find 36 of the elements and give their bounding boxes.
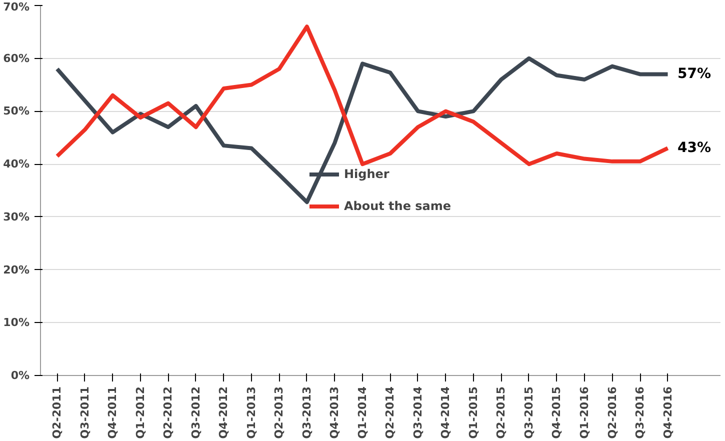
x-tick-label: Q2-2014 (384, 386, 397, 439)
y-tick-label: 30% (3, 210, 30, 224)
x-tick-label: Q3-2016 (634, 386, 647, 439)
legend-label: Higher (344, 167, 390, 181)
x-tick-label: Q3-2014 (411, 386, 424, 439)
x-tick-label: Q2-2011 (50, 386, 64, 439)
line-series (55, 24, 670, 166)
x-tick-label: Q4-2016 (661, 386, 674, 439)
x-tick-label: Q1-2015 (466, 386, 480, 439)
x-tick-label: Q4-2012 (217, 386, 230, 439)
x-tick-label: Q3-2011 (78, 386, 92, 439)
y-tick-label: 10% (3, 316, 30, 330)
x-tick-label: Q4-2014 (439, 386, 452, 439)
x-tick-label: Q2-2013 (272, 386, 286, 439)
x-tick-label: Q4-2013 (328, 386, 342, 439)
y-tick-label: 50% (3, 104, 30, 118)
x-tick-label: Q3-2015 (522, 386, 536, 439)
y-tick-label: 20% (3, 263, 30, 276)
x-tick-label: Q2-2015 (494, 386, 508, 439)
x-tick-label: Q1-2014 (356, 386, 369, 439)
x-tick-label: Q1-2016 (578, 386, 591, 439)
y-tick-label: 70% (3, 0, 30, 14)
x-tick-label: Q3-2013 (300, 386, 314, 439)
x-tick-label: Q3-2012 (189, 386, 202, 439)
annotation: 43% (677, 140, 711, 156)
x-tick-label: Q1-2013 (244, 386, 258, 439)
annotation: 57% (677, 66, 711, 82)
y-tick-label: 0% (10, 369, 30, 382)
x-tick-label: Q2-2016 (606, 386, 619, 439)
x-tick-label: Q1-2012 (134, 386, 147, 439)
x-tick-label: Q2-2012 (162, 386, 175, 439)
x-tick-label: Q4-2011 (106, 386, 120, 439)
legend-label: About the same (344, 199, 452, 213)
y-tick-label: 60% (3, 52, 30, 65)
y-tick-label: 40% (3, 158, 30, 171)
x-tick-label: Q4-2015 (550, 386, 564, 439)
